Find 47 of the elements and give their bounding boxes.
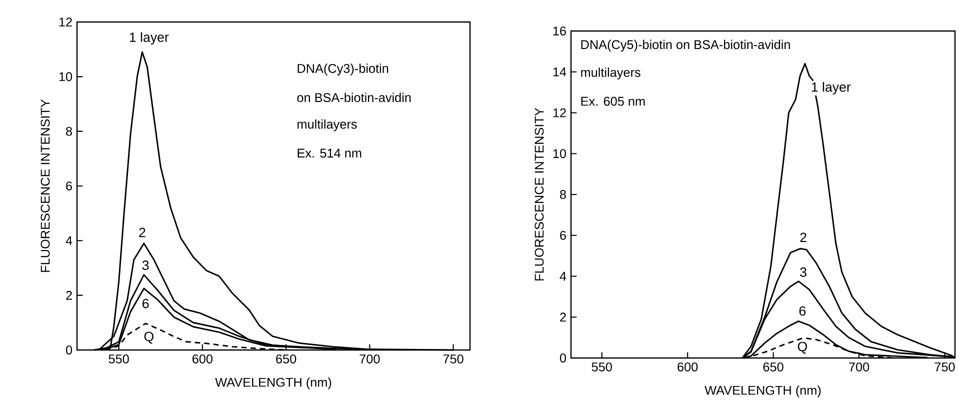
- y-axis-title: FLUORESCENCE INTENSITY: [40, 99, 50, 272]
- y-tick-label: 12: [553, 108, 566, 118]
- annotation: 3: [800, 267, 806, 277]
- x-tick-label: 750: [934, 362, 955, 372]
- annotation: 6: [142, 298, 149, 308]
- x-tick-label: 550: [108, 354, 129, 364]
- annotation: Q: [144, 332, 154, 344]
- annotation: Ex. 605 nm: [581, 96, 645, 106]
- annotation: 1 layer: [130, 32, 169, 45]
- annotation: DNA(Cy3)-biotin: [298, 64, 388, 76]
- x-tick-label: 750: [443, 354, 464, 364]
- y-tick-label: 8: [66, 126, 72, 136]
- annotation: 2: [139, 228, 146, 238]
- y-tick-label: 14: [553, 68, 566, 76]
- annotation: DNA(Cy5)-biotin on BSA-biotin-avidin: [581, 40, 790, 52]
- annotation: Q: [798, 342, 807, 354]
- annotation: multilayers: [581, 68, 640, 80]
- annotation: 2: [800, 232, 806, 242]
- x-axis-title: WAVELENGTH (nm): [215, 377, 332, 390]
- annotation: 6: [799, 306, 806, 316]
- y-tick-label: 16: [553, 26, 566, 36]
- y-tick-label: 6: [560, 230, 566, 240]
- x-axis-title: WAVELENGTH (nm): [704, 385, 821, 398]
- y-tick-label: 10: [59, 72, 72, 82]
- x-tick-label: 550: [592, 362, 612, 372]
- y-tick-label: 4: [560, 272, 566, 281]
- y-tick-label: 0: [560, 354, 566, 362]
- y-tick-label: 0: [66, 346, 72, 354]
- annotation: on BSA-biotin-avidin: [297, 92, 411, 102]
- x-tick-label: 650: [276, 354, 296, 364]
- annotation: Ex. 514 nm: [298, 148, 362, 158]
- x-tick-label: 700: [849, 362, 870, 372]
- annotation: 3: [142, 260, 149, 270]
- y-tick-label: 4: [66, 236, 72, 246]
- y-tick-label: 10: [553, 149, 566, 158]
- x-tick-label: 600: [192, 354, 212, 364]
- annotation: multilayers: [298, 119, 357, 132]
- y-tick-label: 2: [66, 290, 72, 300]
- x-tick-label: 700: [360, 354, 380, 364]
- x-tick-label: 650: [763, 362, 784, 372]
- y-axis-title: FLUORESCENCE INTENSITY: [534, 108, 544, 280]
- y-tick-label: 12: [59, 18, 72, 26]
- x-tick-label: 600: [678, 362, 698, 372]
- y-tick-label: 6: [66, 182, 72, 190]
- y-tick-label: 8: [560, 190, 566, 199]
- y-tick-label: 2: [560, 312, 566, 322]
- annotation: 1 layer: [812, 82, 851, 94]
